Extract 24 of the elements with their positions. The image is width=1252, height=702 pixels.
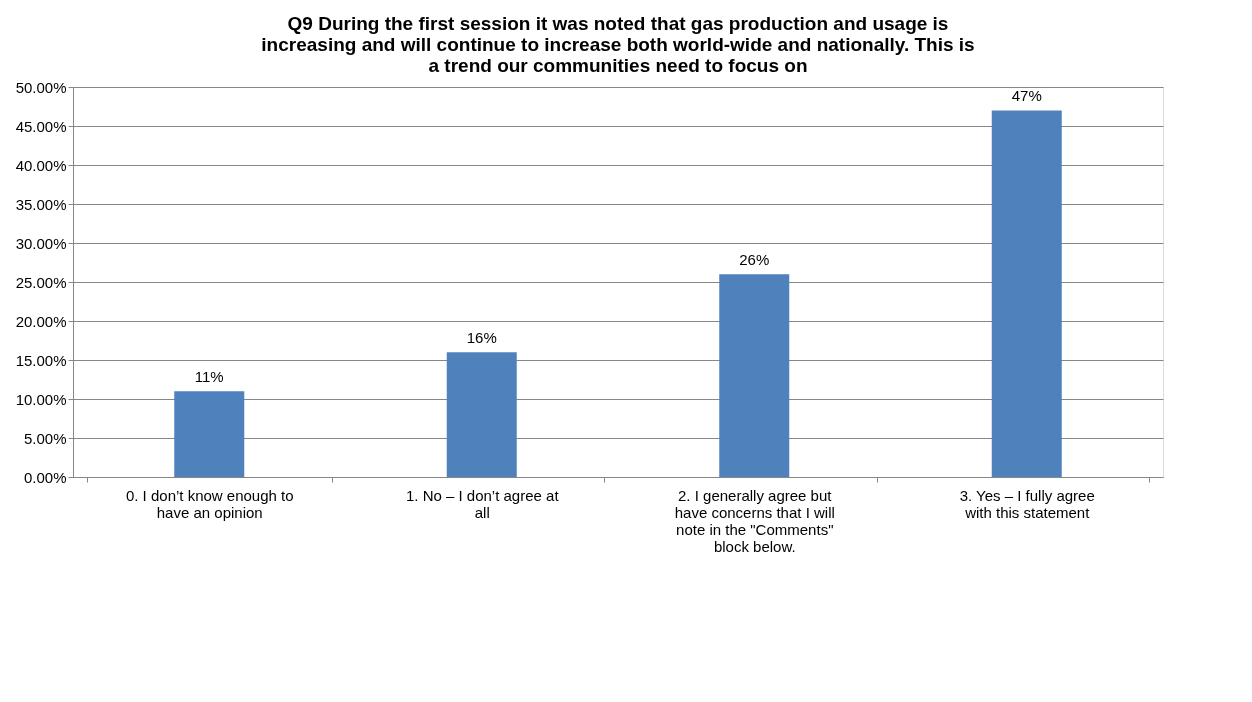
bar — [446, 352, 517, 477]
x-tick-label: 0. I don’t know enough to have an opinion — [125, 486, 294, 521]
data-label: 11% — [194, 368, 224, 386]
data-label: 47% — [1011, 87, 1042, 105]
data-label: 16% — [466, 329, 497, 347]
y-tick-label: 40.00% — [15, 156, 67, 174]
x-tick-label: 2. I generally agree but have concerns that I will note in the "Comments" block below. — [674, 486, 835, 555]
x-tick-label: 1. No – I don’t agree at all — [405, 486, 560, 521]
chart-title: Q9 During the first session it was noted that gas production and usage is increasing and will continue to increase both world-wide and nationally. This is a trend our communities need to focus on — [261, 13, 975, 76]
y-tick-label: 50.00% — [15, 78, 67, 96]
data-label: 26% — [739, 251, 770, 269]
bar — [991, 110, 1062, 477]
y-tick-label: 10.00% — [15, 390, 67, 408]
y-tick-label: 45.00% — [15, 117, 67, 135]
bar — [174, 391, 245, 477]
x-tick-label: 3. Yes – I fully agree with this statement — [959, 486, 1095, 521]
bar — [719, 274, 790, 477]
y-tick-label: 5.00% — [23, 429, 67, 447]
y-tick-label: 0.00% — [23, 468, 67, 486]
y-tick-label: 20.00% — [15, 312, 67, 330]
y-tick-label: 35.00% — [15, 195, 67, 213]
y-tick-label: 15.00% — [15, 351, 67, 369]
y-tick-label: 30.00% — [15, 234, 67, 252]
y-tick-label: 25.00% — [15, 273, 67, 291]
